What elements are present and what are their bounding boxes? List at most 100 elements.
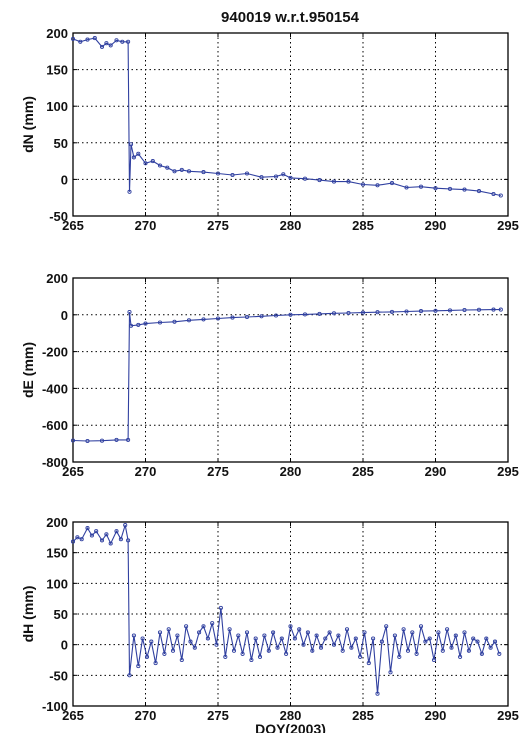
data-point [157,163,163,168]
data-point [427,636,432,641]
data-point [259,175,264,180]
data-point [179,167,184,172]
data-point [253,636,258,641]
data-point [231,648,237,653]
data-point [462,307,467,313]
x-tick-label: 280 [280,708,302,723]
data-point [358,654,363,659]
data-point [136,664,141,669]
data-point [323,636,328,641]
data-point [120,39,125,44]
data-point [491,307,496,312]
data-point [397,654,402,659]
y-tick-label: 0 [61,308,68,323]
data-point [375,183,380,188]
data-point [475,639,480,644]
series-line-dn [72,37,501,197]
data-point [344,627,350,632]
data-point [201,170,206,175]
data-point [205,636,210,641]
data-point [292,636,297,641]
data-point [498,307,503,312]
data-point [346,310,351,316]
data-point [318,645,324,650]
data-point [140,636,145,641]
y-axis-label: dH (mm) [20,586,36,643]
x-axis-label: DOY(2003) [255,721,326,733]
y-tick-label: -50 [49,668,68,683]
x-tick-label: 275 [207,464,229,479]
data-point [366,661,371,666]
data-point [104,41,109,46]
x-tick-label: 290 [425,464,447,479]
data-point [179,657,184,663]
x-tick-label: 295 [497,464,519,479]
y-tick-label: -100 [42,699,68,714]
data-point [149,639,154,644]
data-point [70,539,76,544]
data-point [104,532,109,537]
y-tick-label: 50 [54,607,68,622]
data-point [497,651,502,656]
data-point [492,639,498,644]
data-point [94,529,99,534]
data-point [127,189,132,194]
panel-dh: 265 270 275 280 285 290 295 -100 -50 0 50 100 150 200… [20,515,519,733]
data-point [123,523,128,528]
data-point [273,174,279,179]
data-point [389,309,395,314]
data-point [99,44,105,49]
data-point [218,605,223,610]
data-point [353,636,358,641]
data-point [301,642,306,647]
data-point [314,633,319,638]
x-tick-label: 275 [207,708,229,723]
data-point [349,645,354,650]
x-tick-label: 285 [352,708,374,723]
data-point [375,310,380,315]
data-point [126,538,131,543]
data-point [462,630,467,635]
data-point [259,314,264,319]
data-point [201,317,206,322]
data-point [157,630,163,635]
data-point [201,624,206,629]
data-point [70,36,76,41]
data-point [331,179,337,184]
data-point [230,172,235,178]
data-point [136,151,141,156]
data-point [271,630,276,635]
data-point [423,639,428,644]
data-point [99,438,105,443]
y-tick-label: 200 [46,26,68,41]
y-axis-label: dE (mm) [20,342,36,398]
data-point [346,179,351,184]
data-point [331,311,337,316]
data-point [375,691,380,696]
y-tick-label: 200 [46,271,68,286]
x-tick-label: 280 [280,464,302,479]
data-point [447,186,453,191]
data-point [240,651,245,656]
data-point [266,648,271,653]
y-axis-label: dN (mm) [20,96,36,153]
data-point [157,320,163,325]
data-point [215,171,221,176]
data-point [275,645,280,650]
data-point [418,624,424,629]
data-point [114,437,119,442]
data-point [85,37,90,42]
data-point [466,648,471,653]
data-point [257,654,263,659]
data-point [297,627,302,632]
data-point [136,322,141,327]
data-point [162,651,167,656]
data-point [431,657,437,663]
data-point [244,314,250,320]
data-point [131,633,136,638]
y-tick-label: 150 [46,63,68,78]
data-point [192,645,197,650]
x-tick-label: 290 [425,218,447,233]
data-point [210,621,215,626]
y-tick-label: -50 [49,209,68,224]
